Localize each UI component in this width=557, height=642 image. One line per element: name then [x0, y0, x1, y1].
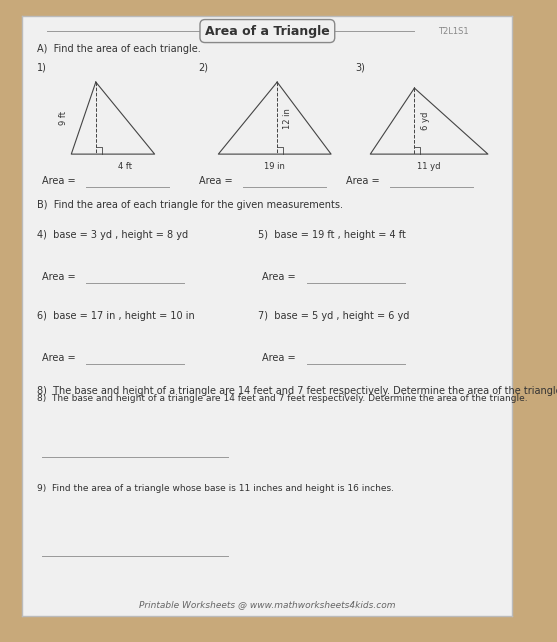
Text: Area =: Area =	[42, 272, 79, 282]
Text: A)  Find the area of each triangle.: A) Find the area of each triangle.	[37, 44, 201, 54]
Text: 2): 2)	[199, 62, 209, 72]
Text: Area =: Area =	[199, 176, 236, 186]
Text: 5)  base = 19 ft , height = 4 ft: 5) base = 19 ft , height = 4 ft	[257, 230, 405, 240]
Text: Area =: Area =	[42, 176, 79, 186]
Text: Area =: Area =	[262, 272, 299, 282]
Text: Area of a Triangle: Area of a Triangle	[205, 24, 330, 37]
Text: B)  Find the area of each triangle for the given measurements.: B) Find the area of each triangle for th…	[37, 200, 343, 210]
Text: 19 in: 19 in	[264, 162, 285, 171]
Text: 7)  base = 5 yd , height = 6 yd: 7) base = 5 yd , height = 6 yd	[257, 311, 409, 321]
Text: T2L1S1: T2L1S1	[438, 26, 469, 35]
Text: Area =: Area =	[262, 353, 299, 363]
Text: Area =: Area =	[346, 176, 383, 186]
Text: 11 yd: 11 yd	[417, 162, 441, 171]
Text: 4 ft: 4 ft	[118, 162, 132, 171]
Text: 1): 1)	[37, 62, 47, 72]
Text: 6)  base = 17 in , height = 10 in: 6) base = 17 in , height = 10 in	[37, 311, 195, 321]
Text: 3): 3)	[355, 62, 365, 72]
Text: Printable Worksheets @ www.mathworksheets4kids.com: Printable Worksheets @ www.mathworksheet…	[139, 600, 395, 609]
Text: 8)  The base and height of a triangle are 14 feet and 7 feet respectively. Deter: 8) The base and height of a triangle are…	[37, 394, 527, 403]
Text: 8)  The base and height of a triangle are 14 feet and 7 feet respectively. Deter: 8) The base and height of a triangle are…	[37, 386, 557, 396]
Text: 9)  Find the area of a triangle whose base is 11 inches and height is 16 inches.: 9) Find the area of a triangle whose bas…	[37, 484, 394, 493]
Text: 9 ft: 9 ft	[60, 111, 69, 125]
Text: Area =: Area =	[42, 353, 79, 363]
Text: 6 yd: 6 yd	[421, 112, 429, 130]
Text: 4)  base = 3 yd , height = 8 yd: 4) base = 3 yd , height = 8 yd	[37, 230, 188, 240]
Text: 12 in: 12 in	[284, 108, 292, 128]
